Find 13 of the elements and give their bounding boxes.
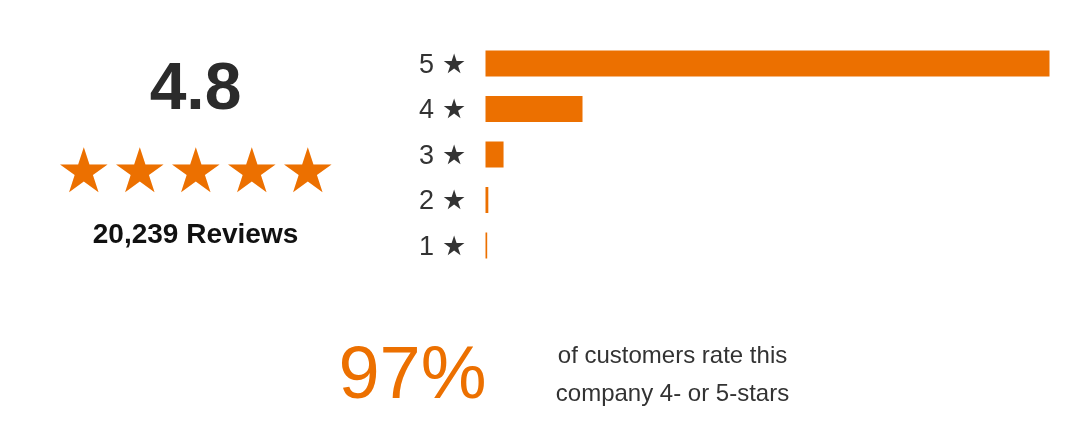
text: ★★★★★: [55, 136, 336, 205]
y-tick-label: 5 ★: [418, 48, 466, 79]
y-tick-label: 1 ★: [418, 230, 466, 261]
text: 4.8: [149, 48, 242, 123]
y-tick-label: 4 ★: [418, 94, 466, 124]
text: 97%: [338, 331, 487, 414]
text: of customers rate this company 4- or 5-stars: [555, 341, 790, 406]
bar: [485, 50, 1050, 77]
y-tick-label: 3 ★: [418, 139, 466, 170]
bar: [485, 96, 583, 122]
text: 20,239 Reviews: [92, 218, 299, 249]
bar: [485, 141, 504, 168]
y-tick-label: 2 ★: [418, 185, 466, 215]
